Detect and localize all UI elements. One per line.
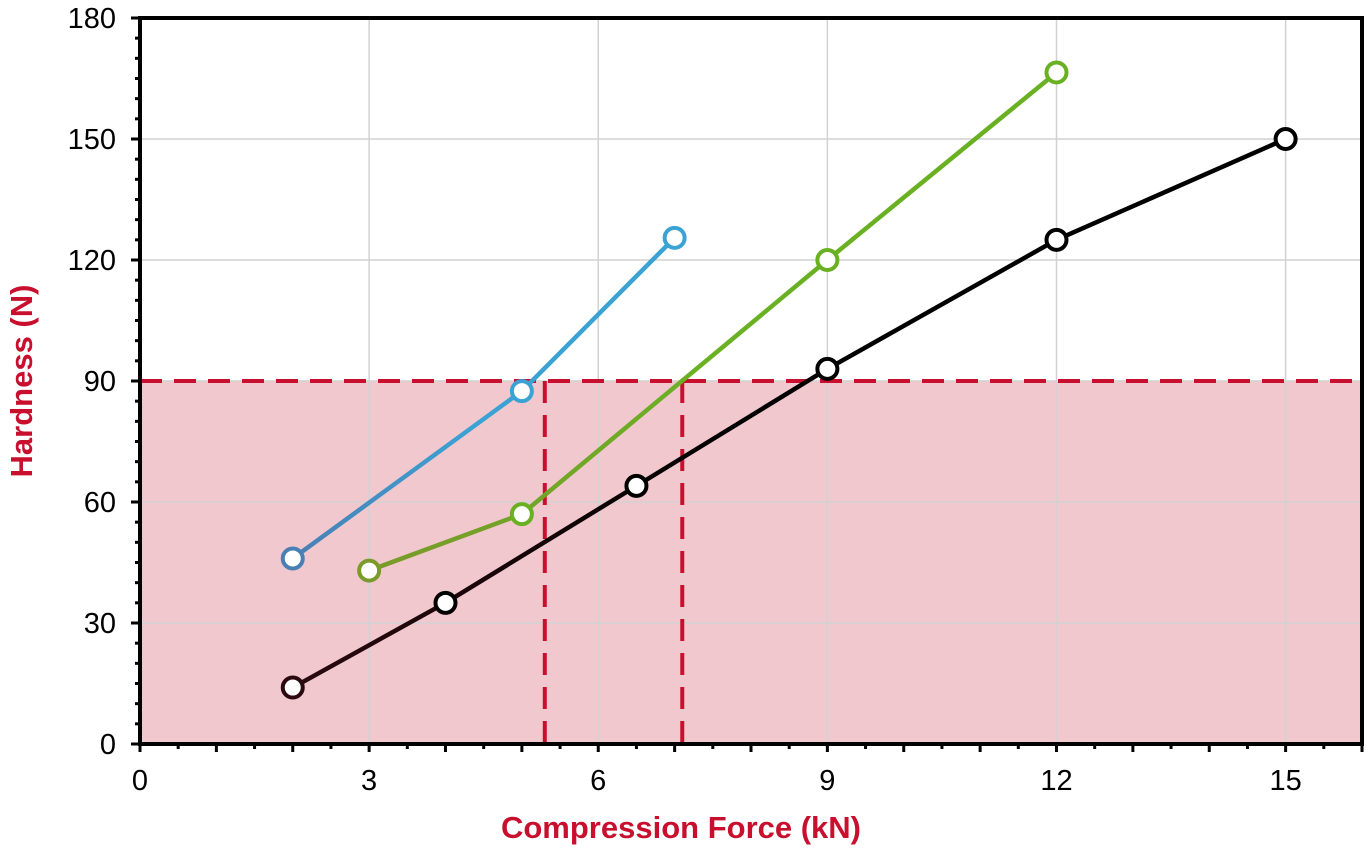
grid (140, 18, 1362, 744)
series-3-point (815, 356, 840, 381)
series-2-point (509, 502, 534, 527)
axis-ticks (131, 16, 1364, 752)
series-layer (280, 60, 1298, 700)
y-tick-labels: 0 30 60 90 120 150 180 (68, 3, 116, 761)
series-1-point (662, 225, 687, 250)
x-tick-label: 6 (590, 765, 606, 797)
y-tick-label: 120 (68, 245, 116, 277)
y-tick-label: 60 (84, 487, 116, 519)
x-tick-label: 15 (1269, 765, 1301, 797)
y-tick-label: 180 (68, 3, 116, 35)
y-tick-label: 90 (84, 366, 116, 398)
series-3-point (624, 473, 649, 498)
series-2-point (357, 558, 382, 583)
y-tick-label: 0 (100, 729, 116, 761)
threshold-lines (140, 379, 1362, 744)
x-tick-label: 12 (1040, 765, 1072, 797)
series-2-point (1044, 60, 1069, 85)
y-tick-label: 30 (84, 608, 116, 640)
y-axis-title: Hardness (N) (4, 285, 39, 478)
series-3-point (280, 675, 305, 700)
series-2-point (815, 248, 840, 272)
x-axis-title: Compression Force (kN) (501, 810, 861, 845)
x-tick-label: 9 (819, 765, 835, 797)
series-3-point (1273, 127, 1298, 151)
series-line-3 (291, 136, 1287, 690)
x-tick-labels: 0 3 6 9 12 15 (132, 765, 1302, 797)
y-tick-label: 150 (68, 124, 116, 156)
series-3-point (1044, 227, 1069, 252)
threshold-region (140, 381, 1362, 744)
x-tick-label: 0 (132, 765, 148, 797)
series-line-2 (368, 70, 1058, 573)
series-1-point (509, 379, 534, 404)
x-tick-label: 3 (361, 765, 377, 797)
series-1-point (280, 546, 305, 571)
series-3-point (433, 590, 458, 615)
